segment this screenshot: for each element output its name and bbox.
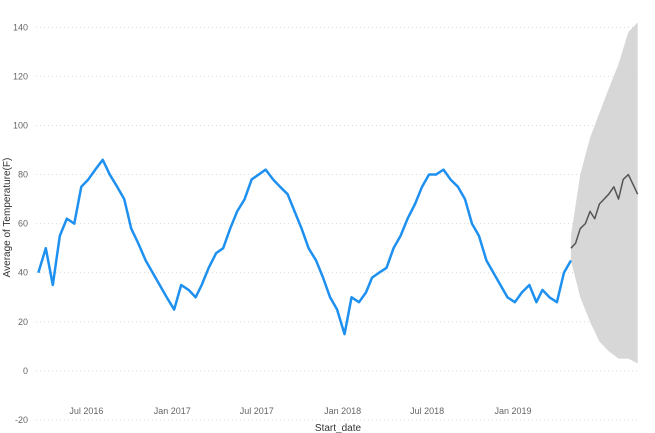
y-tick-label: 100: [13, 120, 28, 130]
x-tick-label: Jul 2016: [69, 406, 103, 416]
gridlines: [36, 26, 640, 421]
y-axis-title: Average of Temperature(F): [2, 158, 13, 278]
x-axis-title: Start_date: [315, 423, 362, 433]
x-tick-label: Jan 2018: [324, 406, 361, 416]
x-tick-label: Jan 2017: [154, 406, 191, 416]
x-tick-label: Jan 2019: [495, 406, 532, 416]
y-tick-label: 40: [18, 268, 28, 278]
x-axis-ticks: Jul 2016 Jan 2017 Jul 2017 Jan 2018 Jul 2018…: [69, 406, 531, 416]
y-tick-label: -20: [15, 415, 28, 425]
series: [37, 158, 639, 336]
y-tick-label: 20: [18, 317, 28, 327]
y-tick-label: 0: [23, 366, 28, 376]
forecast-confidence-band: [570, 22, 638, 364]
y-tick-label: 80: [18, 170, 28, 180]
y-tick-label: 140: [13, 22, 28, 32]
y-tick-label: 60: [18, 219, 28, 229]
forecast-band: [570, 22, 638, 364]
x-tick-label: Jul 2017: [240, 406, 274, 416]
y-tick-label: 120: [13, 71, 28, 81]
x-tick-label: Jul 2018: [410, 406, 444, 416]
actual-series-line: [37, 158, 573, 336]
y-axis-ticks: -20 0 20 40 60 80 100 120 140: [13, 22, 28, 425]
forecast-series-line: [570, 173, 639, 249]
